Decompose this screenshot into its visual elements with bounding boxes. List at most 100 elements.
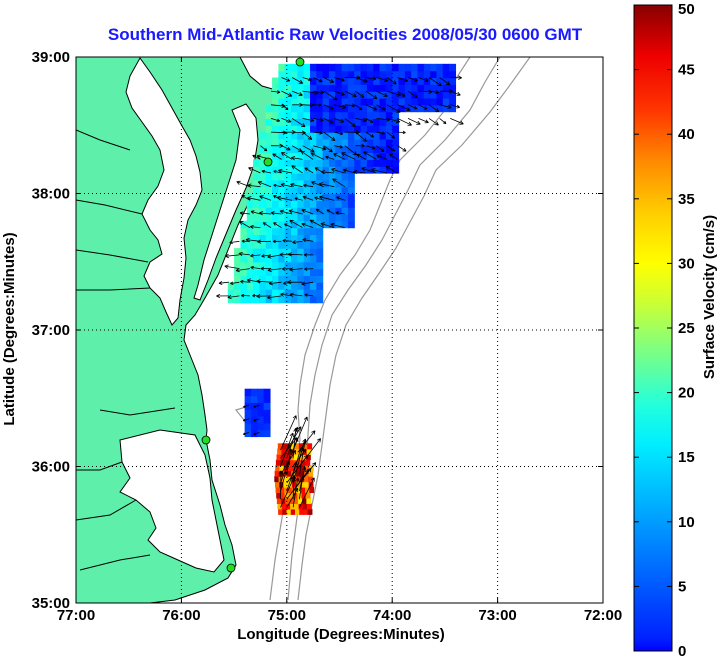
heatmap-cell	[291, 261, 298, 270]
velocity-vector	[294, 197, 303, 201]
heatmap-cell	[328, 97, 336, 106]
heatmap-cell	[297, 138, 305, 147]
heatmap-cell	[297, 234, 305, 242]
velocity-vector	[289, 292, 303, 297]
heatmap-cell	[303, 179, 311, 188]
heatmap-cell	[328, 111, 336, 120]
colorbar-gradient	[633, 4, 673, 652]
heatmap-cell	[316, 275, 324, 283]
heatmap-cell	[316, 84, 324, 92]
velocity-vector	[336, 196, 345, 201]
heatmap-cell	[316, 207, 324, 215]
heatmap-cell	[360, 111, 368, 120]
heatmap-cell	[291, 282, 298, 290]
heatmap-cell	[449, 84, 457, 92]
heatmap-cell	[272, 145, 279, 154]
heatmap-cell	[430, 70, 438, 79]
heatmap-cell	[303, 248, 311, 256]
y-tick-label: 39:00	[32, 49, 70, 66]
heatmap-cell	[341, 145, 349, 154]
heatmap-cell	[404, 77, 412, 85]
heatmap-cell	[335, 91, 343, 99]
heatmap-cell	[322, 125, 330, 133]
heatmap-cell	[316, 213, 324, 222]
heatmap-cell	[335, 173, 343, 181]
heatmap-cell	[291, 179, 298, 188]
colorbar-tick-label: 45	[678, 62, 695, 79]
heatmap-cell	[309, 77, 317, 85]
velocity-vector	[397, 90, 406, 97]
heatmap-cell	[278, 104, 286, 113]
heatmap-cell	[297, 186, 305, 195]
heatmap-cell	[341, 132, 349, 140]
heatmap-cell	[275, 486, 281, 494]
heatmap-cell	[309, 254, 317, 263]
heatmap-cell	[404, 91, 412, 99]
velocity-vector	[273, 222, 282, 228]
heatmap-cell	[430, 97, 438, 106]
heatmap-cell	[309, 173, 317, 181]
velocity-vector	[407, 90, 418, 99]
heatmap-cell	[291, 77, 298, 85]
velocity-vector	[304, 293, 314, 297]
heatmap-cell	[411, 84, 419, 92]
heatmap-cell	[392, 159, 400, 167]
radar-site-marker	[201, 435, 211, 445]
heatmap-cell	[293, 492, 298, 499]
heatmap-cell	[385, 70, 393, 79]
velocity-vector	[344, 118, 356, 127]
heatmap-cell	[288, 486, 294, 494]
heatmap-cell	[253, 248, 260, 256]
heatmap-cell	[385, 132, 393, 140]
velocity-vector	[273, 170, 282, 174]
velocity-vector	[239, 211, 250, 216]
heatmap-cell	[316, 173, 324, 181]
heatmap-cell	[297, 179, 305, 188]
heatmap-cell	[417, 63, 425, 72]
heatmap-cell	[341, 63, 349, 72]
velocity-vector	[439, 104, 452, 109]
heatmap-cell	[291, 111, 298, 120]
velocity-vector	[250, 265, 261, 270]
heatmap-cell	[335, 213, 343, 222]
heatmap-cell	[253, 213, 260, 222]
heatmap-cell	[347, 179, 355, 188]
velocity-vector	[292, 240, 303, 245]
heatmap-cell	[300, 465, 306, 472]
heatmap-cell	[341, 91, 349, 99]
heatmap-cell	[347, 220, 355, 229]
velocity-vector	[262, 222, 272, 228]
velocity-vector	[335, 211, 345, 215]
heatmap-cell	[297, 159, 305, 167]
velocity-vector	[241, 194, 251, 201]
heatmap-cell	[411, 63, 419, 72]
colorbar-tick-label: 15	[678, 449, 695, 466]
velocity-vector	[397, 130, 406, 135]
velocity-vector	[418, 104, 428, 110]
heatmap-cell	[366, 132, 374, 140]
heatmap-cell	[392, 77, 400, 85]
heatmap-cell	[322, 166, 330, 174]
heatmap-cell	[259, 248, 267, 256]
heatmap-cell	[417, 70, 425, 79]
velocity-vector	[229, 240, 240, 245]
heatmap-cell	[392, 166, 400, 174]
velocity-vector	[365, 145, 376, 150]
velocity-vector	[280, 415, 297, 451]
heatmap-cell	[373, 63, 381, 72]
heatmap-cell	[442, 91, 450, 99]
velocity-vector	[323, 90, 338, 101]
heatmap-cell	[335, 77, 343, 85]
heatmap-cell	[335, 179, 343, 188]
heatmap-cell	[278, 295, 286, 304]
velocity-vector	[299, 477, 315, 508]
heatmap-cell	[354, 125, 362, 133]
velocity-vector	[334, 118, 345, 123]
heatmap-cell	[373, 118, 381, 126]
heatmap-cell	[347, 166, 355, 174]
heatmap-cell	[373, 132, 381, 140]
heatmap-cell	[240, 241, 248, 249]
heatmap-cell	[263, 395, 271, 403]
heatmap-cell	[449, 97, 457, 106]
heatmap-cell	[244, 429, 252, 438]
